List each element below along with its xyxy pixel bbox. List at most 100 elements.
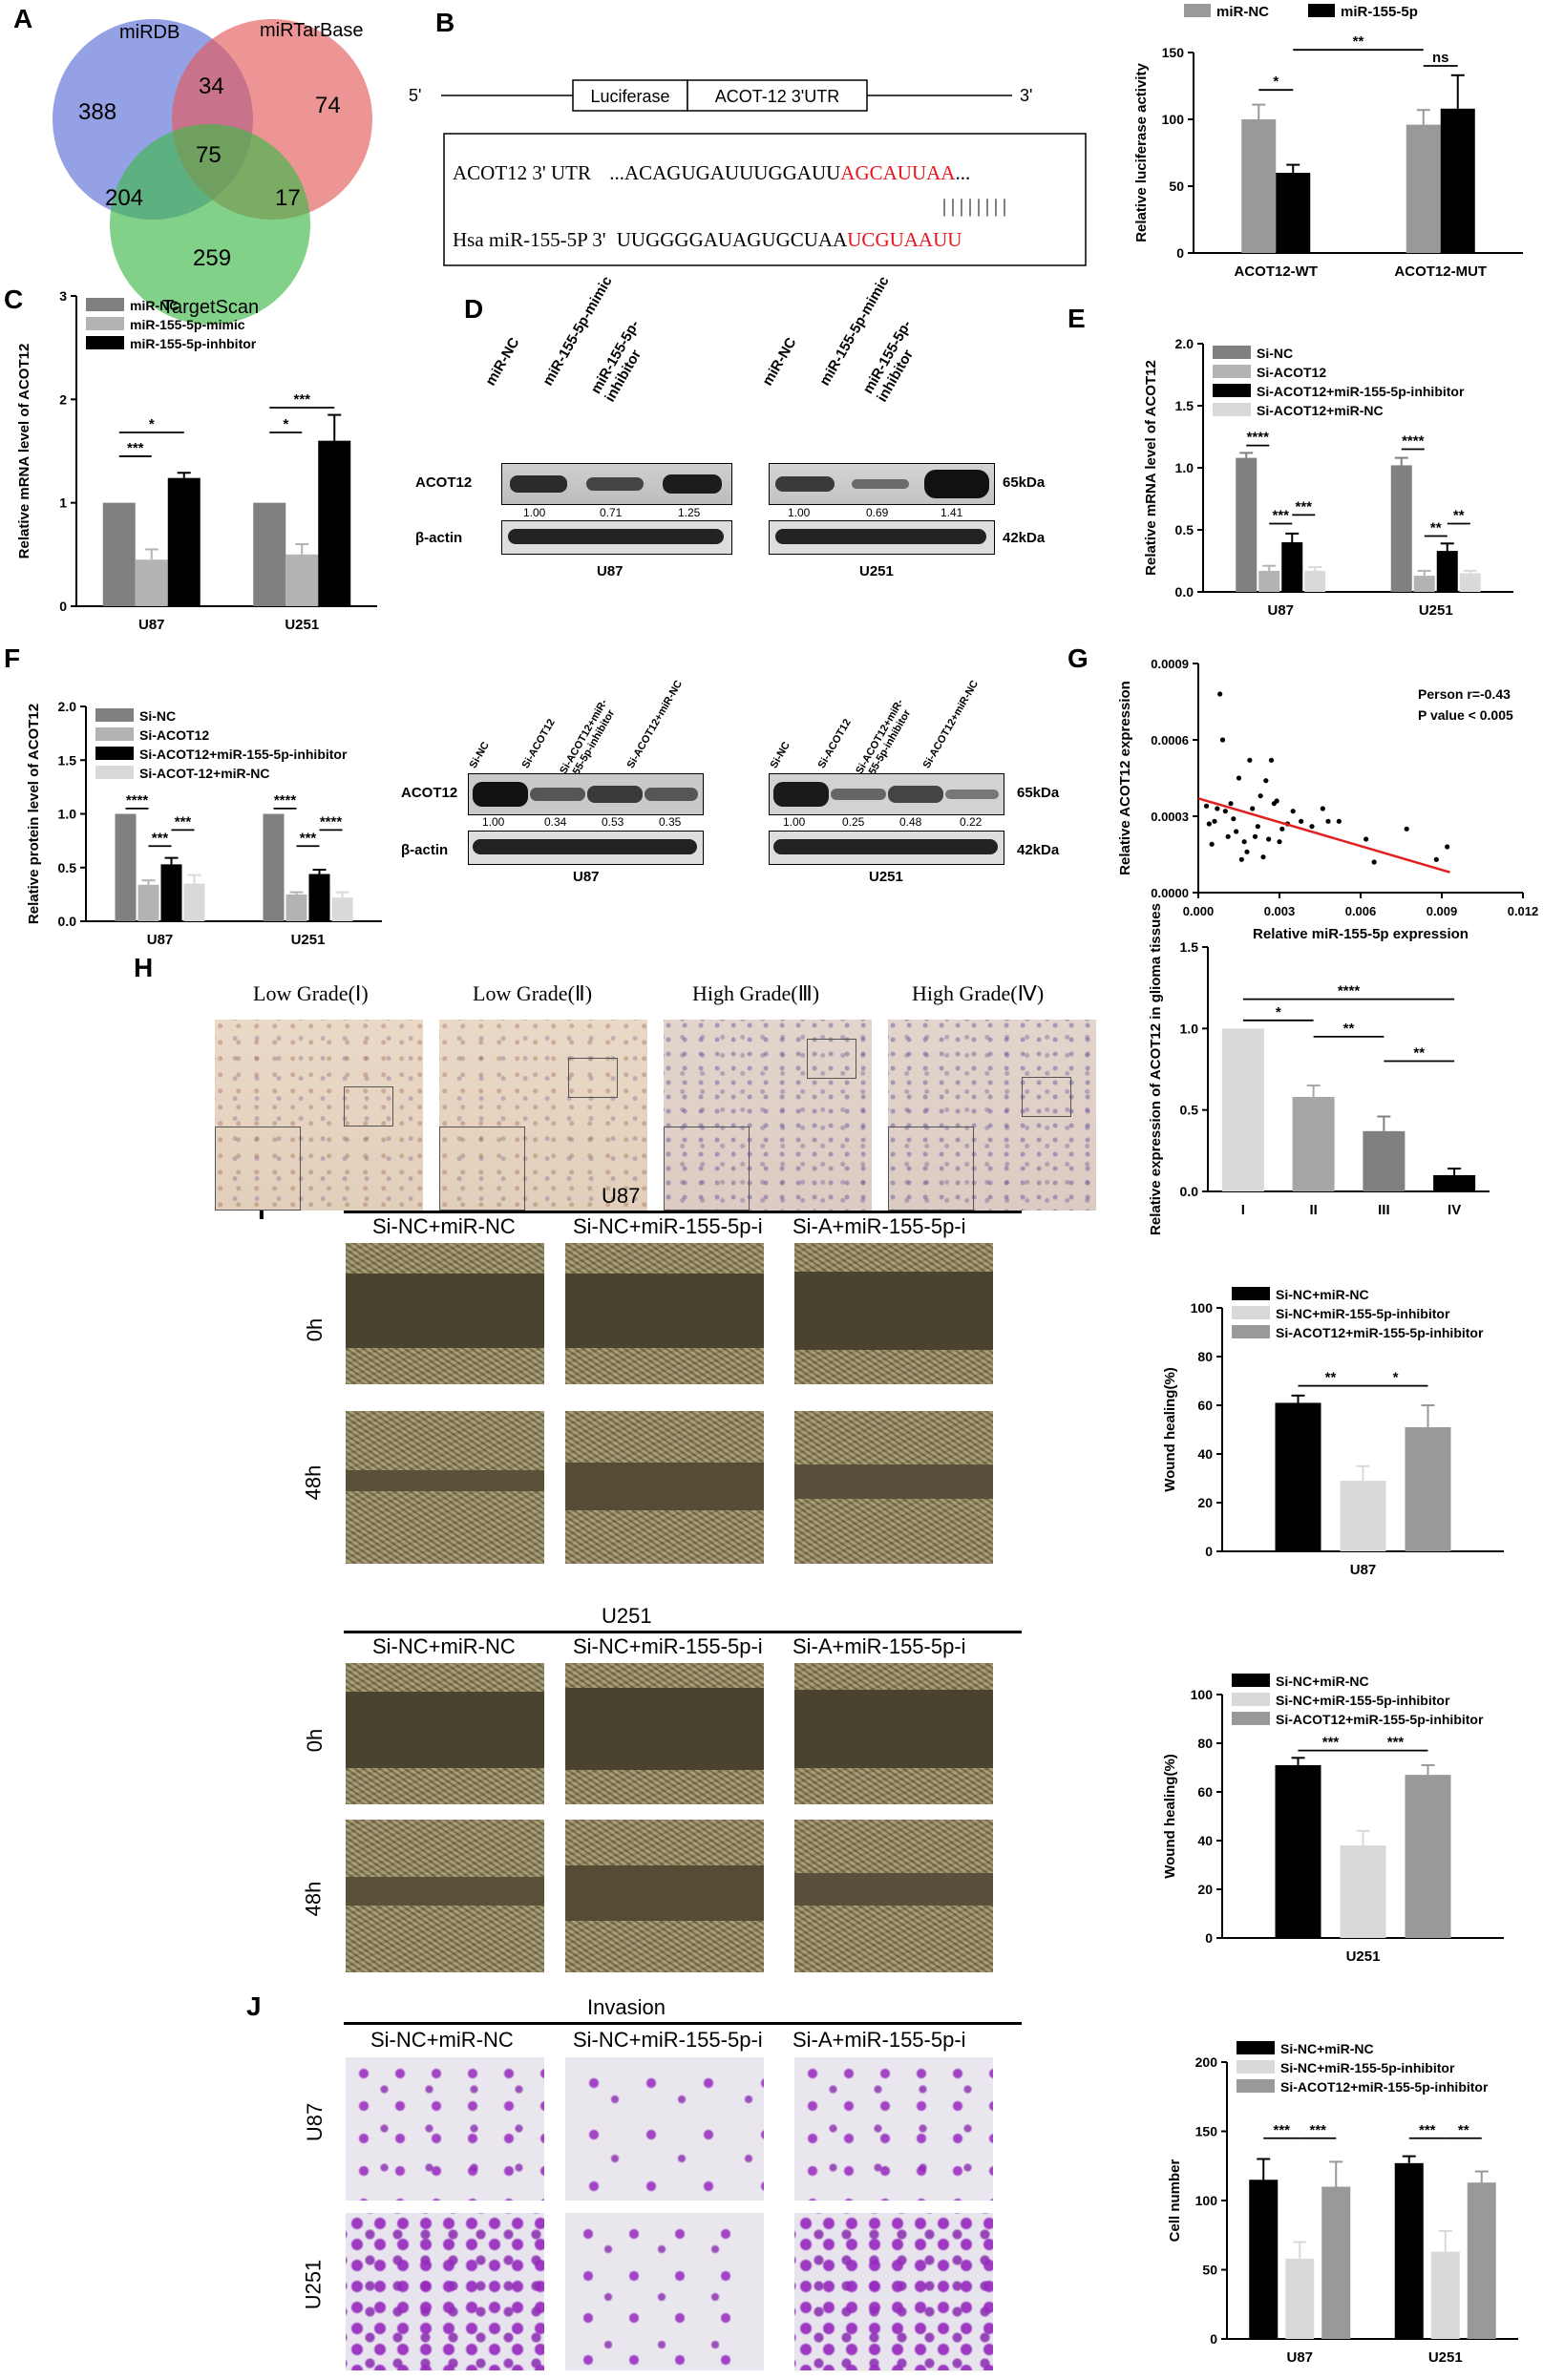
blot-d-u87-band xyxy=(501,463,732,505)
f-sig-label: *** xyxy=(152,830,169,846)
venn-label-targetscan: TargetScan xyxy=(162,297,259,318)
ihc-grade-1-label: Low Grade(Ⅰ) xyxy=(253,981,369,1005)
luciferase-construct: 5' Luciferase ACOT-12 3'UTR 3' ACOT12 3'… xyxy=(409,79,1087,266)
j-bar xyxy=(1321,2186,1351,2339)
b-legend-swatch xyxy=(1308,4,1335,17)
blot-d-lane-u251-3: miR-155-5p-inhibitor xyxy=(859,317,917,405)
blot-f-val-u251-2: 0.25 xyxy=(842,815,865,829)
e-legend-label: Si-NC xyxy=(1257,346,1293,361)
f-legend-swatch xyxy=(95,727,134,741)
luciferase-box xyxy=(572,79,688,112)
h-category-label: III xyxy=(1378,1202,1390,1218)
g-point xyxy=(1250,806,1256,811)
wound-u251-time-48h: 48h xyxy=(301,1881,326,1917)
i1-ytick-label: 60 xyxy=(1197,1398,1213,1413)
e-sig-label: ** xyxy=(1430,520,1442,537)
f-sig-label: *** xyxy=(300,830,317,846)
venn-count-mirtarbase: 74 xyxy=(315,93,341,118)
venn-count-targetscan: 259 xyxy=(193,245,231,271)
h-category-label: II xyxy=(1309,1202,1317,1218)
blot-f-lane-u87-1: Si-NC xyxy=(467,740,492,770)
f-y-label: Relative protein level of ACOT12 xyxy=(26,704,42,924)
j-ytick-label: 100 xyxy=(1195,2193,1218,2208)
wound-u87-group-2: Si-NC+miR-155-5p-i xyxy=(573,1214,763,1238)
c-legend-swatch xyxy=(86,298,124,311)
i1-sig-label: * xyxy=(1393,1370,1399,1386)
i1-y-label: Wound healing(%) xyxy=(1162,1367,1178,1492)
i1-ytick-label: 80 xyxy=(1197,1349,1213,1364)
wound-u251-48h-1 xyxy=(346,1820,544,1972)
g-x-label: Relative miR-155-5p expression xyxy=(1253,926,1469,942)
e-category-label: U87 xyxy=(1267,602,1294,619)
e-bar xyxy=(1236,457,1258,592)
wound-u251-0h-3 xyxy=(794,1663,993,1804)
h-category-label: IV xyxy=(1448,1202,1461,1218)
panel-letter-d: D xyxy=(464,294,484,324)
g-point xyxy=(1263,778,1269,784)
e-ytick-label: 1.5 xyxy=(1175,398,1194,413)
blot-f-val-u87-2: 0.34 xyxy=(544,815,567,829)
j-bar xyxy=(1249,2180,1279,2339)
chart-b: 0 50 100 150 Relative luciferase activity ACO… xyxy=(1133,4,1523,280)
blot-f-lane-u87-3: Si-ACOT12+miR-155-5p-inhibitor xyxy=(558,697,618,782)
blot-f-val-u251-3: 0.48 xyxy=(899,815,922,829)
g-point xyxy=(1241,839,1247,845)
blot-f-val-u87-3: 0.53 xyxy=(602,815,624,829)
e-sig-label: **** xyxy=(1402,433,1425,450)
invasion-title: Invasion xyxy=(587,1995,666,2019)
c-y-label: Relative mRNA level of ACOT12 xyxy=(16,344,32,559)
venn-count-ab: 34 xyxy=(199,74,224,99)
venn-circle-targetscan xyxy=(110,124,310,325)
i1-bar xyxy=(1405,1426,1451,1551)
g-point xyxy=(1279,826,1285,832)
h-sig-label: **** xyxy=(1338,983,1361,1000)
blot-f-lane-u251-2: Si-ACOT12 xyxy=(815,717,854,770)
chart-f: 0.0 0.5 1.0 1.5 2.0 Relative protein level of… xyxy=(26,699,382,948)
g-xtick-label: 0.012 xyxy=(1508,904,1539,918)
sequence-box xyxy=(443,133,1087,266)
g-ytick-label: 0.0000 xyxy=(1151,886,1189,900)
h-sig-label: ** xyxy=(1413,1044,1425,1061)
g-point xyxy=(1290,809,1296,814)
e-legend-label: Si-ACOT12+miR-155-5p-inhibitor xyxy=(1257,384,1465,399)
invasion-u251-3 xyxy=(794,2213,993,2370)
g-point xyxy=(1225,833,1231,839)
svg-text:Hsa miR-155-5P 3' UUGGGGAU: Hsa miR-155-5P 3' UUGGGGAUAGUGCUAAUCGUAA… xyxy=(453,228,962,251)
i2-ytick-label: 40 xyxy=(1197,1833,1213,1848)
wound-u87-time-48h: 48h xyxy=(301,1464,326,1501)
wound-u87-48h-3 xyxy=(794,1411,993,1564)
j-legend-swatch xyxy=(1237,2079,1275,2093)
g-point xyxy=(1255,824,1260,830)
e-sig-label: **** xyxy=(1247,430,1270,446)
g-xtick-label: 0.003 xyxy=(1264,904,1296,918)
blot-d-u251-band xyxy=(769,463,995,505)
ihc-image-grade-1 xyxy=(215,1020,423,1211)
e-ytick-label: 2.0 xyxy=(1175,336,1194,351)
e-bar xyxy=(1413,576,1435,592)
wound-u87-0h-1 xyxy=(346,1243,544,1384)
c-bar xyxy=(167,477,201,606)
seq-row1-red: AGCAUUAA xyxy=(840,161,956,184)
panel-letter-h: H xyxy=(134,953,154,982)
c-bar xyxy=(135,559,168,606)
c-category-label: U251 xyxy=(285,617,319,633)
f-bar xyxy=(137,884,159,921)
g-point xyxy=(1228,801,1234,807)
j-bar xyxy=(1285,2258,1315,2339)
i2-bar xyxy=(1275,1764,1321,1938)
c-legend-label: miR-155-5p-mimic xyxy=(130,317,245,332)
invasion-group-1: Si-NC+miR-NC xyxy=(370,2028,514,2052)
blot-f-val-u251-1: 1.00 xyxy=(783,815,806,829)
c-legend-swatch xyxy=(86,317,124,330)
blot-d-lane-u87-3: miR-155-5p-inhibitor xyxy=(587,317,645,405)
blot-f-cell1: U87 xyxy=(573,869,600,885)
blot-f-u251-band xyxy=(769,773,1004,815)
g-ytick-label: 0.0003 xyxy=(1151,810,1189,824)
f-bar xyxy=(331,897,353,921)
e-legend-swatch xyxy=(1213,365,1251,378)
blot-d-control-label: β-actin xyxy=(415,530,463,546)
g-point xyxy=(1274,798,1279,804)
g-point xyxy=(1336,818,1342,824)
g-point xyxy=(1309,824,1315,830)
